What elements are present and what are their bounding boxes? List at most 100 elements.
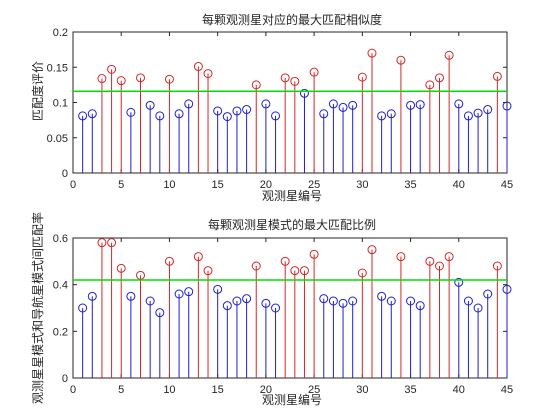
- match-ratio-stem-marker: [367, 245, 377, 255]
- match-ratio-stem-marker: [357, 268, 367, 278]
- similarity-stem-marker: [145, 100, 155, 110]
- similarity-stem-marker: [425, 80, 435, 90]
- match-ratio-y-tick-label: 0: [62, 373, 68, 385]
- similarity-stem-marker: [280, 73, 290, 83]
- similarity-x-tick-label: 10: [163, 179, 175, 191]
- match-ratio-chart: 每颗观测星模式的最大匹配比例 观测星编号 观测星星模式和导航星模式间匹配率 0 5…: [30, 212, 513, 407]
- match-ratio-stem-marker: [78, 303, 88, 313]
- similarity-stem-marker: [454, 99, 464, 109]
- similarity-x-tick-label: 5: [118, 179, 124, 191]
- similarity-y-tick-label: 0.15: [47, 62, 68, 74]
- match-ratio-stem-marker: [425, 256, 435, 266]
- similarity-x-tick-label: 25: [308, 179, 320, 191]
- match-ratio-stem-marker: [434, 261, 444, 271]
- similarity-x-tick-label: 45: [501, 179, 513, 191]
- match-ratio-stem-marker: [463, 296, 473, 306]
- match-ratio-x-tick-label: 35: [404, 384, 416, 396]
- similarity-stem-marker: [271, 111, 281, 121]
- similarity-x-tick-label: 40: [453, 179, 465, 191]
- similarity-stem-marker: [184, 99, 194, 109]
- similarity-stem-marker: [232, 106, 242, 116]
- similarity-stem-marker: [136, 73, 146, 83]
- similarity-stem-marker: [338, 102, 348, 112]
- similarity-stem-marker: [290, 76, 300, 86]
- similarity-stem-marker: [78, 111, 88, 121]
- match-ratio-stem-marker: [126, 291, 136, 301]
- match-ratio-stem-marker: [222, 301, 232, 311]
- match-ratio-stem-marker: [415, 301, 425, 311]
- similarity-x-tick-label: 30: [356, 179, 368, 191]
- match-ratio-x-tick-label: 25: [308, 384, 320, 396]
- match-ratio-y-tick-label: 0.6: [53, 233, 68, 245]
- match-ratio-chart-ylabel: 观测星星模式和导航星模式间匹配率: [30, 212, 45, 404]
- similarity-stem-marker: [193, 62, 203, 72]
- similarity-stem-marker: [386, 109, 396, 119]
- match-ratio-stem-marker: [299, 266, 309, 276]
- match-ratio-stem-marker: [97, 238, 107, 248]
- match-ratio-stem-marker: [377, 291, 387, 301]
- match-ratio-stem-marker: [107, 238, 117, 248]
- match-ratio-stem-marker: [116, 263, 126, 273]
- match-ratio-stem-marker: [328, 296, 338, 306]
- similarity-stem-marker: [367, 48, 377, 58]
- similarity-x-tick-label: 15: [212, 179, 224, 191]
- similarity-stem-marker: [396, 55, 406, 65]
- match-ratio-stem-marker: [232, 296, 242, 306]
- similarity-stem-marker: [415, 100, 425, 110]
- match-ratio-stem-marker: [184, 287, 194, 297]
- match-ratio-stem-marker: [193, 252, 203, 262]
- similarity-stem-marker: [174, 109, 184, 119]
- similarity-stem-marker: [328, 99, 338, 109]
- match-ratio-stem-marker: [242, 294, 252, 304]
- match-ratio-axes-box: [72, 237, 508, 379]
- match-ratio-stem-marker: [213, 284, 223, 294]
- similarity-stem-marker: [164, 74, 174, 84]
- similarity-stem-marker: [319, 109, 329, 119]
- similarity-x-tick-label: 20: [260, 179, 272, 191]
- similarity-stem-marker: [97, 74, 107, 84]
- similarity-stem-marker: [434, 73, 444, 83]
- match-ratio-x-tick-label: 10: [163, 384, 175, 396]
- match-ratio-x-tick-label: 5: [118, 384, 124, 396]
- match-ratio-x-tick-label: 20: [260, 384, 272, 396]
- similarity-chart-xlabel: 观测星编号: [262, 188, 322, 203]
- similarity-stem-marker: [126, 107, 136, 117]
- similarity-x-tick-label: 35: [404, 179, 416, 191]
- match-ratio-stem-marker: [396, 252, 406, 262]
- match-ratio-stem-marker: [444, 252, 454, 262]
- similarity-stem-marker: [492, 71, 502, 81]
- similarity-stem-marker: [213, 106, 223, 116]
- similarity-stem-marker: [377, 111, 387, 121]
- match-ratio-stem-marker: [454, 277, 464, 287]
- match-ratio-y-tick-label: 0.4: [53, 280, 68, 292]
- match-ratio-y-tick-label: 0.2: [53, 326, 68, 338]
- similarity-stem-marker: [222, 112, 232, 122]
- similarity-stem-marker: [107, 64, 117, 74]
- similarity-chart-title: 每颗观测星对应的最大匹配相似度: [202, 12, 382, 27]
- match-ratio-stem-marker: [271, 303, 281, 313]
- match-ratio-stem-marker: [203, 266, 213, 276]
- similarity-stem-marker: [463, 111, 473, 121]
- similarity-stem-marker: [357, 72, 367, 82]
- match-ratio-stem-marker: [251, 261, 261, 271]
- match-ratio-stem-marker: [145, 296, 155, 306]
- similarity-stem-marker: [502, 101, 512, 111]
- match-ratio-x-tick-label: 30: [356, 384, 368, 396]
- similarity-stem-marker: [251, 80, 261, 90]
- match-ratio-stem-marker: [290, 266, 300, 276]
- match-ratio-stem-marker: [174, 289, 184, 299]
- similarity-stem-marker: [444, 50, 454, 60]
- match-ratio-x-tick-label: 0: [70, 384, 76, 396]
- similarity-chart-ylabel: 匹配度评价: [30, 61, 45, 121]
- similarity-stem-marker: [87, 109, 97, 119]
- match-ratio-stem-marker: [483, 289, 493, 299]
- similarity-stem-marker: [309, 67, 319, 77]
- match-ratio-stem-marker: [155, 308, 165, 318]
- similarity-y-tick-label: 0.05: [47, 133, 68, 145]
- match-ratio-x-tick-label: 15: [212, 384, 224, 396]
- match-ratio-stem-marker: [492, 261, 502, 271]
- match-ratio-stem-marker: [261, 298, 271, 308]
- similarity-stem-marker: [483, 105, 493, 115]
- match-ratio-stem-marker: [348, 296, 358, 306]
